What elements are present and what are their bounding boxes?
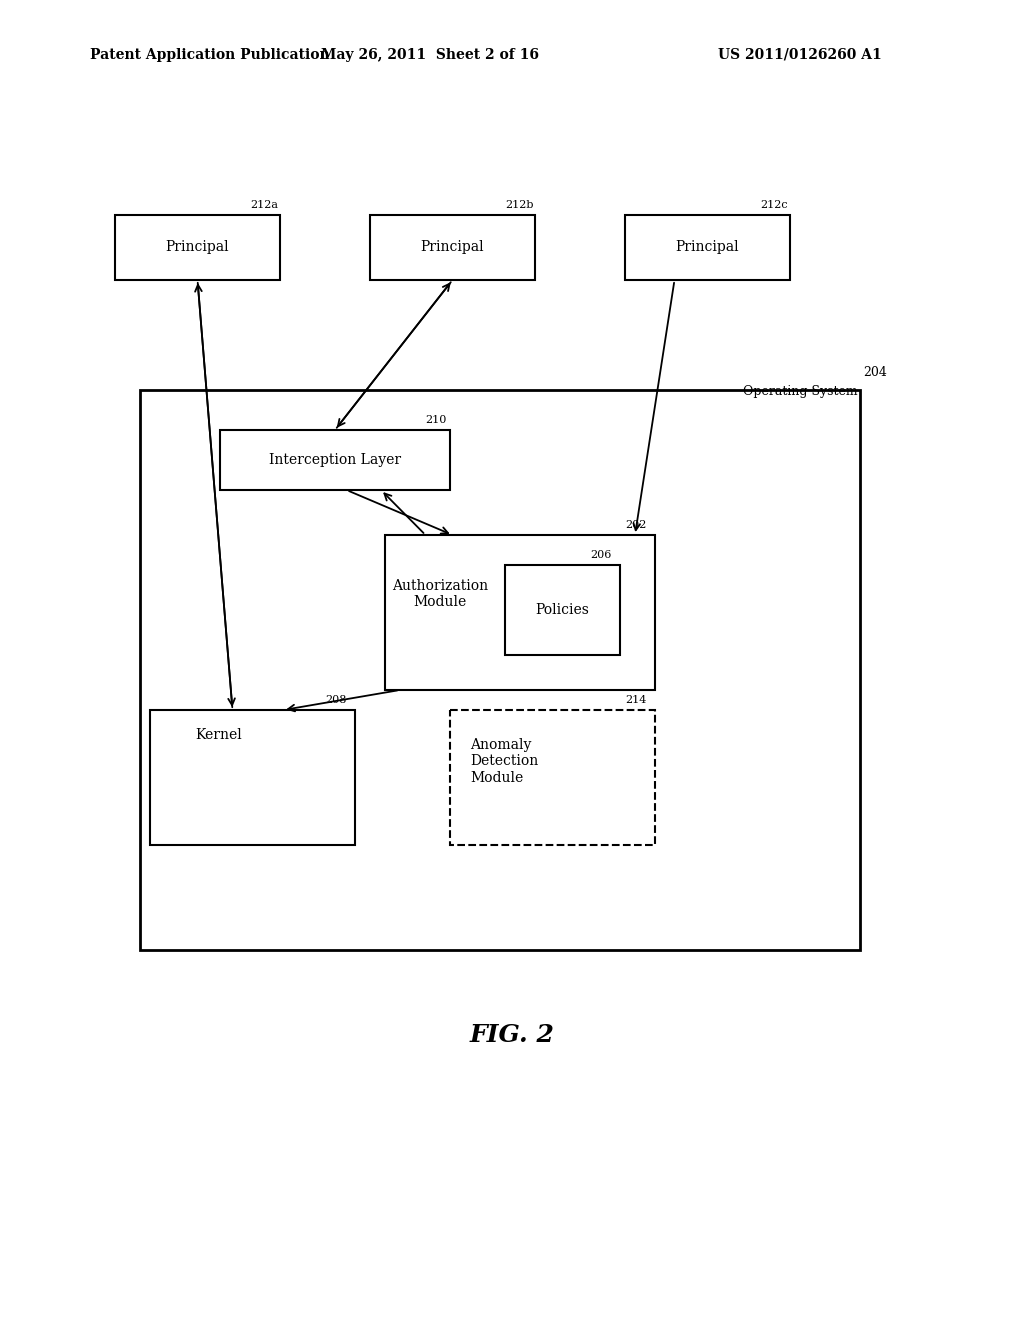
Text: Authorization
Module: Authorization Module: [392, 578, 488, 609]
Text: Principal: Principal: [676, 240, 739, 255]
Text: Patent Application Publication: Patent Application Publication: [90, 48, 330, 62]
Text: Anomaly
Detection
Module: Anomaly Detection Module: [470, 738, 539, 784]
Text: Interception Layer: Interception Layer: [269, 453, 401, 467]
Text: 202: 202: [625, 520, 646, 531]
Text: 210: 210: [425, 414, 446, 425]
Text: 212b: 212b: [505, 201, 534, 210]
Bar: [385, 535, 655, 690]
Bar: [115, 215, 280, 280]
Text: 206: 206: [590, 550, 611, 560]
Bar: [625, 215, 790, 280]
Bar: [140, 389, 860, 950]
Text: Operating System: Operating System: [743, 385, 858, 399]
Bar: [450, 710, 655, 845]
Bar: [505, 565, 620, 655]
Bar: [370, 215, 535, 280]
Text: 212c: 212c: [760, 201, 787, 210]
Text: Principal: Principal: [166, 240, 229, 255]
Text: Policies: Policies: [536, 603, 590, 616]
Bar: [220, 430, 450, 490]
Text: 208: 208: [325, 696, 346, 705]
Text: 204: 204: [863, 366, 887, 379]
Bar: [150, 710, 355, 845]
Text: May 26, 2011  Sheet 2 of 16: May 26, 2011 Sheet 2 of 16: [321, 48, 539, 62]
Text: FIG. 2: FIG. 2: [470, 1023, 554, 1047]
Text: US 2011/0126260 A1: US 2011/0126260 A1: [718, 48, 882, 62]
Text: Principal: Principal: [421, 240, 484, 255]
Text: 214: 214: [625, 696, 646, 705]
Text: Kernel: Kernel: [195, 729, 242, 742]
Text: 212a: 212a: [250, 201, 278, 210]
